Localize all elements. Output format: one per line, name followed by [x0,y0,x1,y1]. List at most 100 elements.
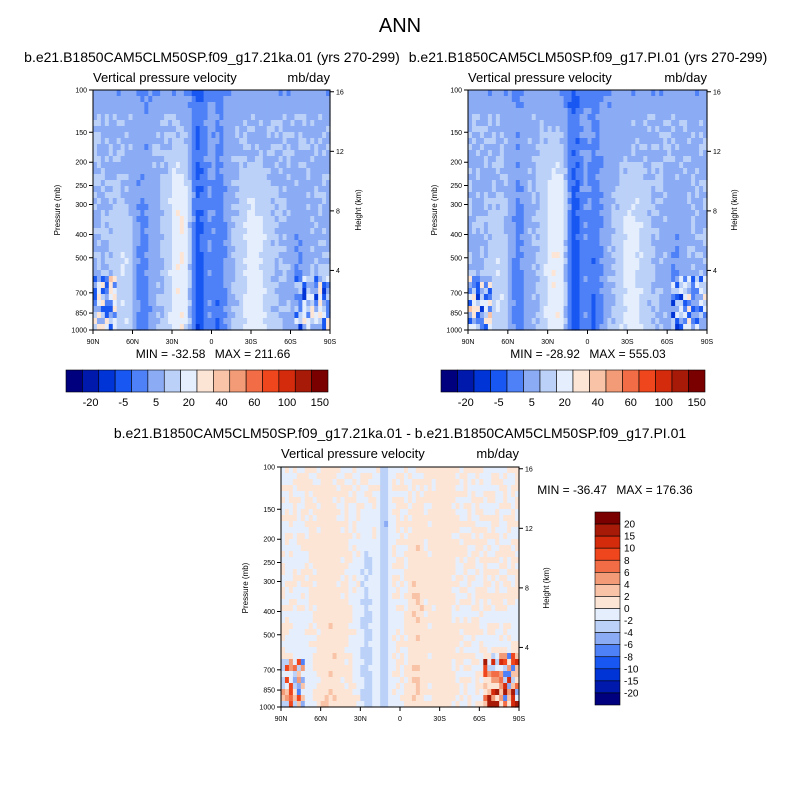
heatmap-cell [667,258,672,265]
heatmap-cell [527,228,533,235]
heatmap-cell [468,228,473,235]
heatmap-cell [262,294,268,301]
heatmap-cell [499,138,505,145]
colorbar-swatch [311,369,329,393]
heatmap-cell [583,300,589,307]
colorbar-swatch [229,369,247,393]
heatmap-cell [679,246,684,253]
heatmap-cell [531,216,537,223]
heatmap-cell [599,246,605,253]
heatmap-cell [695,132,700,139]
heatmap-cell [499,144,505,151]
heatmap-cell [471,192,477,199]
heatmap-cell [468,324,473,331]
heatmap-cell [364,467,369,474]
heatmap-cell [679,270,684,277]
heatmap-cell [547,270,553,277]
heatmap-cell [547,258,553,265]
heatmap-cell [471,252,477,259]
panel-subtitle-right: mb/day [664,70,707,85]
heatmap-cell [479,114,485,121]
heatmap-cell [179,126,185,133]
heatmap-cell [511,288,517,295]
heatmap-cell [687,162,692,169]
heatmap-cell [479,144,485,151]
heatmap-cell [555,192,561,199]
heatmap-cell [175,288,181,295]
heatmap-cell [195,96,201,103]
heatmap-cell [344,467,350,474]
heatmap-cell [491,162,497,169]
heatmap-cell [96,162,102,169]
heatmap-cell [659,270,664,277]
heatmap-cell [179,144,185,151]
heatmap-cell [156,210,161,217]
heatmap-cell [631,132,636,139]
heatmap-cell [251,120,256,127]
heatmap-cell [515,270,521,277]
heatmap-cell [643,174,648,181]
heatmap-cell [559,300,565,307]
heatmap-cell [671,288,676,295]
heatmap-cell [306,288,311,295]
heatmap-cell [651,252,656,259]
heatmap-cell [104,324,110,331]
heatmap-cell [559,162,565,169]
heatmap-cell [179,156,185,163]
heatmap-cell [215,168,220,175]
heatmap-cell [140,258,145,265]
heatmap-cell [314,156,319,163]
heatmap-cell [195,264,201,271]
heatmap-cell [207,216,213,223]
heatmap-cell [326,258,331,265]
heatmap-cell [703,198,708,205]
heatmap-cell [160,90,165,97]
heatmap-cell [475,120,481,127]
heatmap-cell [703,126,708,133]
heatmap-cell [104,270,110,277]
heatmap-cell [136,288,141,295]
heatmap-cell [168,312,173,319]
heatmap-cell [635,126,640,133]
heatmap-cell [128,318,134,325]
heatmap-cell [663,294,668,301]
heatmap-cell [120,306,126,313]
heatmap-cell [479,288,485,295]
colorbar-swatch [490,369,508,393]
heatmap-cell [559,132,565,139]
heatmap-cell [607,252,612,259]
heatmap-cell [262,258,268,265]
heatmap-cell [535,150,541,157]
max-label: MAX = [215,347,251,361]
heatmap-cell [227,318,232,325]
heatmap-cell [116,156,122,163]
heatmap-cell [235,234,240,241]
heatmap-cell [168,180,173,187]
heatmap-cell [683,186,688,193]
heatmap-cell [547,222,553,229]
heatmap-cell [671,198,676,205]
heatmap-cell [531,276,537,283]
heatmap-cell [471,180,477,187]
heatmap-cell [172,180,177,187]
heatmap-cell [290,228,296,235]
heatmap-cell [639,276,644,283]
heatmap-cell [619,264,624,271]
heatmap-cell [619,234,624,241]
heatmap-cell [563,276,569,283]
heatmap-cell [571,204,577,211]
y-tick-label-right: 8 [336,208,340,215]
heatmap-cell [258,228,264,235]
heatmap-cell [468,318,473,325]
heatmap-cell [96,102,102,109]
heatmap-cell [199,288,205,295]
heatmap-cell [647,186,652,193]
heatmap-cell [164,270,169,277]
heatmap-cell [116,138,122,145]
heatmap-cell [274,222,280,229]
heatmap-cell [687,150,692,157]
heatmap-cell [671,90,676,97]
heatmap-cell [579,192,585,199]
heatmap-cell [93,120,98,127]
heatmap-cell [619,216,624,223]
